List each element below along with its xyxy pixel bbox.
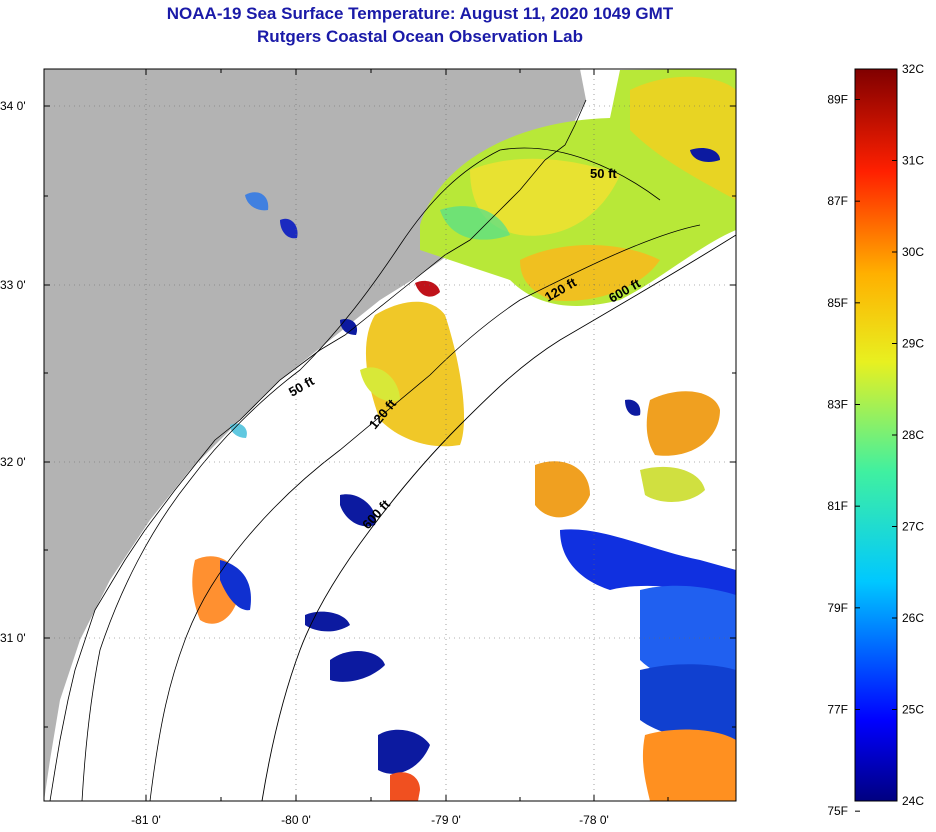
colorbar-celsius-label: 30C bbox=[902, 245, 924, 259]
colorbar-fahrenheit-label: 77F bbox=[827, 703, 848, 717]
map-title: NOAA-19 Sea Surface Temperature: August … bbox=[166, 4, 674, 23]
lat-label-34: 34 0' bbox=[0, 99, 26, 113]
colorbar-celsius-label: 28C bbox=[902, 428, 924, 442]
colorbar-celsius-label: 27C bbox=[902, 520, 924, 534]
colorbar-fahrenheit-label: 89F bbox=[827, 93, 848, 107]
lon-label-81: -81 0' bbox=[131, 813, 161, 827]
lat-label-33: 33 0' bbox=[0, 278, 26, 292]
graticule bbox=[44, 69, 736, 801]
colorbar-celsius-label: 25C bbox=[902, 703, 924, 717]
lat-label-31: 31 0' bbox=[0, 631, 26, 645]
colorbar-fahrenheit-label: 85F bbox=[827, 296, 848, 310]
map-frame bbox=[43, 68, 737, 802]
coastline bbox=[49, 99, 587, 801]
colorbar-ticks bbox=[855, 68, 897, 812]
contour-50ft bbox=[81, 147, 661, 801]
contour-label-50ft-north: 50 ft bbox=[590, 166, 617, 181]
colorbar-fahrenheit-label: 87F bbox=[827, 194, 848, 208]
sst-patches bbox=[192, 69, 736, 801]
lon-label-78: -78 0' bbox=[579, 813, 609, 827]
colorbar: 89F 87F 85F 83F 81F 79F 77F 75F 32C 31C 30C 29C 28C… bbox=[827, 62, 924, 818]
colorbar-celsius-label: 29C bbox=[902, 337, 924, 351]
colorbar-celsius-label: 26C bbox=[902, 611, 924, 625]
lon-label-79: -79 0' bbox=[431, 813, 461, 827]
colorbar-celsius-label: 24C bbox=[902, 794, 924, 808]
colorbar-fahrenheit-label: 75F bbox=[827, 804, 848, 818]
colorbar-fahrenheit-label: 81F bbox=[827, 499, 848, 513]
colorbar-fahrenheit-label: 79F bbox=[827, 601, 848, 615]
contour-120ft bbox=[149, 224, 701, 801]
contour-600ft bbox=[261, 234, 736, 801]
map-area: 50 ft 120 ft 600 ft 50 ft 120 ft 600 ft bbox=[44, 69, 736, 801]
map-subtitle: Rutgers Coastal Ocean Observation Lab bbox=[257, 27, 583, 46]
axis-ticks bbox=[44, 69, 736, 801]
colorbar-fahrenheit-label: 83F bbox=[827, 398, 848, 412]
colorbar-gradient bbox=[854, 68, 898, 802]
colorbar-celsius-label: 31C bbox=[902, 154, 924, 168]
colorbar-celsius-label: 32C bbox=[902, 62, 924, 76]
lat-label-32: 32 0' bbox=[0, 455, 26, 469]
lon-label-80: -80 0' bbox=[281, 813, 311, 827]
